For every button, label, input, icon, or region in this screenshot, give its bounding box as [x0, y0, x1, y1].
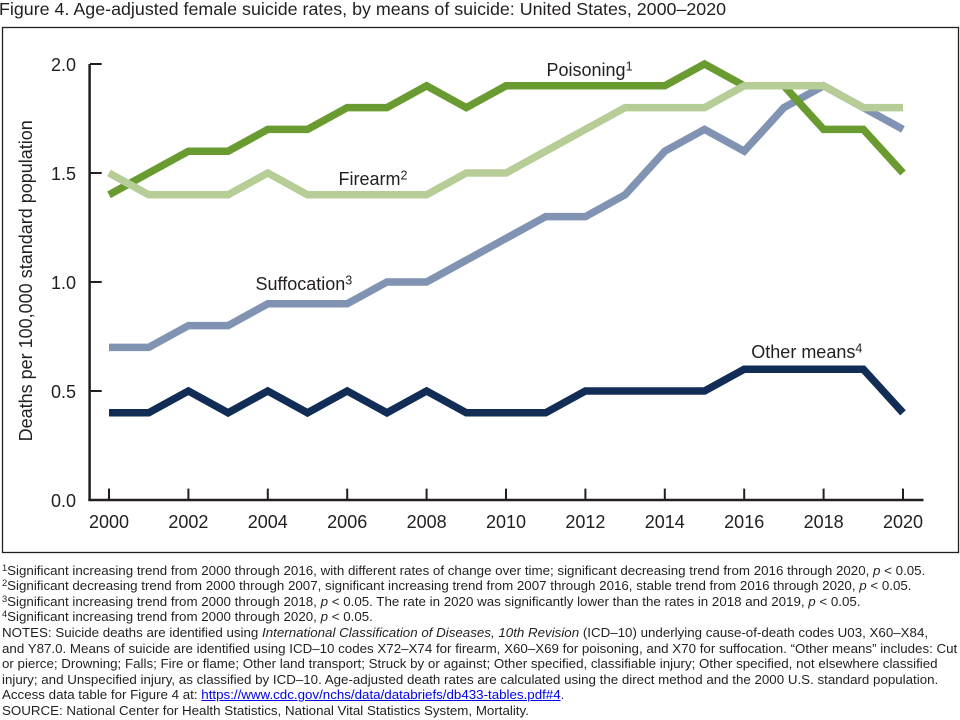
svg-text:2010: 2010 [486, 512, 526, 532]
svg-text:1.5: 1.5 [51, 164, 76, 184]
svg-text:Other means4: Other means4 [751, 342, 862, 363]
svg-text:2016: 2016 [724, 512, 764, 532]
svg-text:2000: 2000 [89, 512, 129, 532]
svg-text:Deaths per 100,000 standard po: Deaths per 100,000 standard population [16, 120, 36, 441]
svg-text:2002: 2002 [168, 512, 208, 532]
svg-text:2014: 2014 [645, 512, 685, 532]
svg-text:2020: 2020 [883, 512, 923, 532]
svg-text:2008: 2008 [407, 512, 447, 532]
svg-text:0.0: 0.0 [51, 491, 76, 511]
svg-text:2018: 2018 [804, 512, 844, 532]
svg-text:2.0: 2.0 [51, 55, 76, 75]
svg-text:Firearm2: Firearm2 [339, 169, 408, 190]
svg-text:0.5: 0.5 [51, 382, 76, 402]
svg-text:2004: 2004 [248, 512, 288, 532]
svg-text:Suffocation3: Suffocation3 [256, 274, 353, 295]
svg-text:2006: 2006 [327, 512, 367, 532]
svg-text:1.0: 1.0 [51, 273, 76, 293]
svg-text:2012: 2012 [565, 512, 605, 532]
svg-text:Poisoning1: Poisoning1 [547, 60, 633, 81]
